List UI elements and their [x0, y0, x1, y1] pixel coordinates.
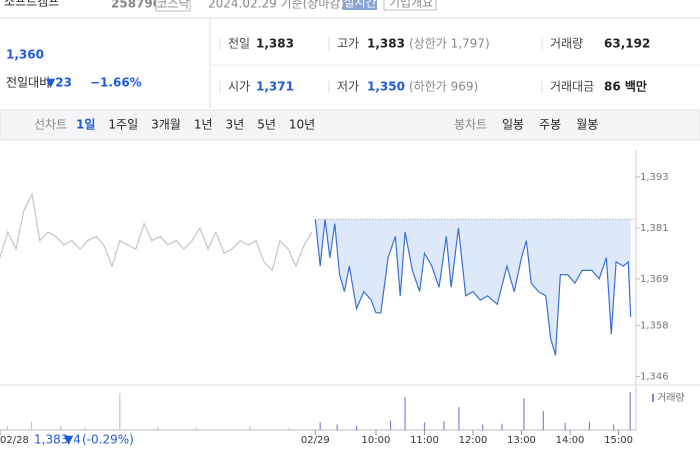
volume-bar	[501, 423, 503, 430]
company[interactable]: 기업개요	[389, 0, 433, 10]
line-chart-label: 선차트	[34, 118, 67, 132]
summary-value: 1,383	[256, 37, 294, 51]
volume-legend: 거래량	[657, 392, 685, 404]
realtime-badge[interactable]	[343, 0, 377, 10]
volume-bar	[195, 427, 198, 430]
price-line	[314, 219, 632, 356]
volume-bar	[288, 428, 290, 430]
candle-button[interactable]: 월봉	[576, 118, 598, 132]
y-tick-label: 1,393	[640, 172, 669, 183]
period-button[interactable]: 1주일	[108, 118, 138, 132]
y-tick-label: 1,369	[640, 274, 669, 285]
summary-value: 63,192	[604, 37, 650, 51]
volume-bar	[458, 407, 460, 430]
volume-bar	[443, 421, 445, 430]
volume-bar	[355, 425, 358, 430]
volume-bar	[564, 423, 566, 430]
current-price: 1,360	[6, 48, 44, 62]
change: ▼23	[46, 76, 72, 90]
summary-label: 시가	[228, 80, 250, 94]
volume-bar	[30, 421, 33, 430]
summary-value: 1,350	[367, 80, 405, 94]
summary-label: 전일	[228, 37, 250, 51]
date: 2024.02.29 기준(장마감)	[208, 0, 345, 11]
candle-button[interactable]: 주봉	[539, 118, 561, 132]
volume-bar	[249, 426, 251, 430]
price-line	[0, 192, 313, 272]
summary-value: 1,371	[256, 80, 294, 94]
volume-bar	[84, 427, 86, 430]
y-tick-label: 1,358	[640, 321, 669, 332]
volume-bar	[613, 424, 615, 430]
stock-code: 258790	[111, 0, 161, 11]
summary-label: 거래량	[550, 37, 583, 51]
summary-value: 1,383	[367, 37, 405, 51]
market-badge	[155, 0, 191, 12]
summary-note: (상한가 1,797)	[409, 37, 490, 51]
period-button[interactable]: 1일	[76, 118, 95, 132]
footer-rate: (-0.29%)	[82, 433, 134, 447]
volume-bar	[629, 392, 631, 430]
volume-bar	[157, 426, 159, 430]
period-button[interactable]: 10년	[289, 118, 315, 132]
market: 코스닥	[156, 0, 189, 11]
summary-label: 거래대금	[550, 80, 594, 94]
summary-value: 86 백만	[604, 79, 647, 94]
volume-bar	[542, 411, 544, 430]
x-tick-label: 10:00	[362, 435, 391, 446]
period-button[interactable]: 5년	[257, 118, 276, 132]
candle-chart-label: 봉차트	[454, 118, 487, 132]
volume-bar	[6, 426, 8, 430]
x-tick-label: 15:00	[604, 435, 633, 446]
change-label: 전일대비	[6, 76, 50, 90]
period-button[interactable]: 3개월	[151, 118, 181, 132]
period-button[interactable]: 1년	[194, 118, 213, 132]
volume-bar	[482, 424, 484, 430]
x-tick-label: 13:00	[507, 435, 536, 446]
volume-bar	[336, 424, 338, 430]
volume-legend-swatch	[652, 394, 654, 402]
volume-bar	[119, 393, 121, 430]
realtime[interactable]: 실시간	[343, 0, 376, 10]
volume-bar	[404, 397, 406, 430]
summary-label: 고가	[337, 37, 359, 51]
x-tick-label: 02/28	[0, 435, 29, 446]
footer-close: 1,383	[34, 433, 68, 447]
y-tick-label: 1,346	[640, 372, 669, 383]
x-tick-label: 11:00	[410, 435, 439, 446]
stock-name: 소프트캠프	[4, 0, 59, 9]
area	[315, 219, 631, 356]
footer-change: ▼4	[64, 433, 81, 447]
volume-bar	[588, 421, 591, 430]
toolbar	[0, 109, 700, 141]
rate: −1.66%	[90, 76, 142, 90]
x-tick-label: 12:00	[459, 435, 488, 446]
candle-button[interactable]: 일봉	[502, 118, 524, 132]
summary-label: 저가	[337, 80, 359, 94]
x-tick-label: 02/29	[301, 435, 330, 446]
volume-bar	[319, 422, 321, 430]
volume-bar	[423, 422, 426, 430]
volume-bar	[523, 398, 525, 430]
y-tick-label: 1,381	[640, 223, 669, 234]
summary-note: (하한가 969)	[409, 80, 478, 94]
x-tick-label: 14:00	[556, 435, 585, 446]
volume-bar	[60, 425, 62, 430]
volume-bar	[389, 420, 392, 430]
company-button[interactable]	[383, 0, 437, 11]
period-button[interactable]: 3년	[226, 118, 245, 132]
